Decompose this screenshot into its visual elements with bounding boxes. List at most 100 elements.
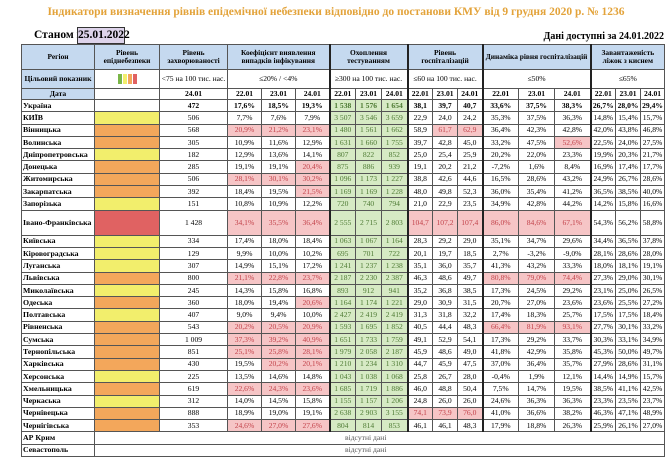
dyn-cell: 67,1%	[554, 209, 592, 236]
hosp-cell: 30,9	[432, 296, 459, 310]
det-cell: 20,2%	[261, 357, 296, 371]
hosp-cell: 38,8	[406, 172, 434, 187]
dyn-cell: 80,8%	[481, 271, 520, 285]
hosp-cell: 44,7	[406, 357, 434, 371]
dyn-cell: 36,6%	[518, 406, 556, 421]
det-cell: 10,0%	[261, 246, 296, 261]
beds-cell: 26,5%	[640, 283, 666, 298]
dyn-cell: -0,4%	[481, 369, 520, 384]
table-row: Дніпропетровська 182 12,9% 13,6% 14,1% 807 822…	[21, 148, 666, 162]
table-row: Херсонська 225 13,5% 14,6% 14,8% 1 043 1 038 1 …	[21, 369, 666, 384]
table-row: Закарпатська 392 18,4% 19,5% 21,5% 1 169 1 169…	[21, 185, 666, 199]
region-name: Івано-Франківська	[21, 209, 95, 236]
date-header: 22.01	[328, 88, 357, 100]
hosp-cell: 21,2	[457, 160, 484, 174]
hosp-cell: 28,3	[406, 234, 434, 248]
test-cell: 893	[328, 283, 357, 298]
epidemic-level-cell	[94, 369, 160, 384]
incidence-cell: 129	[159, 246, 228, 261]
dyn-cell: 29,6%	[554, 234, 592, 248]
test-cell: 1 155	[328, 394, 357, 408]
dyn-cell: 35,1%	[481, 234, 520, 248]
det-cell: 14,8%	[294, 369, 331, 384]
det-cell: 7,7%	[227, 111, 262, 125]
beds-cell: 15,7%	[640, 369, 666, 384]
region-name: Житомирська	[21, 172, 95, 187]
dyn-cell: 35,3%	[481, 111, 520, 125]
test-cell: 1 221	[381, 296, 409, 310]
beds-cell: 36,5%	[615, 234, 642, 248]
det-cell: 37,3%	[227, 333, 262, 347]
hosp-cell: 42,6	[432, 172, 459, 187]
beds-cell: 28,0%	[640, 246, 666, 261]
test-cell: 814	[355, 419, 383, 433]
hosp-cell: 48,3	[457, 419, 484, 433]
beds-cell: 45,3%	[589, 345, 617, 359]
dyn-cell: 42,3%	[518, 123, 556, 137]
test-cell: 2 387	[381, 271, 409, 285]
test-cell: 1 886	[381, 382, 409, 396]
hosp-cell: 45,9	[406, 345, 434, 359]
incidence-cell: 182	[159, 148, 228, 162]
dyn-cell: 41,0%	[481, 406, 520, 421]
test-cell: 1 685	[328, 382, 357, 396]
table-row-missing: АР Крим відсутні дані	[21, 431, 666, 445]
test-cell: 1 169	[355, 185, 383, 199]
test-cell: 2 419	[381, 308, 409, 322]
det-cell: 19,4%	[261, 296, 296, 310]
region-name: Чернігівська	[21, 419, 95, 433]
test-cell: 2 715	[355, 209, 383, 236]
beds-cell: 28,6%	[615, 246, 642, 261]
det-cell: 14,6%	[261, 369, 296, 384]
hosp-cell: 42,8	[432, 135, 459, 150]
det-cell: 10,9%	[227, 135, 262, 150]
hosp-cell: 58,9	[406, 123, 434, 137]
hosp-cell: 22,9	[432, 197, 459, 211]
hosp-cell: 25,8	[406, 369, 434, 384]
date-header: 24.01	[640, 88, 666, 100]
hosp-cell: 40,7	[457, 98, 484, 113]
test-cell: 1 063	[328, 234, 357, 248]
header-hosp: Рівень госпіталізацій	[406, 44, 484, 70]
hosp-cell: 104,7	[406, 209, 434, 236]
det-cell: 14,9%	[227, 259, 262, 273]
beds-cell: 27,7%	[589, 320, 617, 335]
epidemic-level-cell	[94, 283, 160, 298]
incidence-cell: 407	[159, 308, 228, 322]
epidemic-level-cell	[94, 382, 160, 396]
dyn-cell: 36,4%	[481, 123, 520, 137]
beds-cell: 30,3%	[589, 333, 617, 347]
beds-cell: 25,0%	[615, 283, 642, 298]
dyn-cell: 35,4%	[518, 185, 556, 199]
beds-cell: 24,0%	[615, 135, 642, 150]
incidence-cell: 568	[159, 123, 228, 137]
incidence-cell: 151	[159, 197, 228, 211]
hosp-cell: 46,1	[406, 419, 434, 433]
det-cell: 20,6%	[294, 296, 331, 310]
hosp-cell: 25,4	[432, 148, 459, 162]
test-cell: 3 155	[381, 406, 409, 421]
beds-cell: 29,4%	[640, 98, 666, 113]
dyn-cell: 1,9%	[518, 369, 556, 384]
det-cell: 40,9%	[294, 333, 331, 347]
beds-cell: 25,5%	[615, 296, 642, 310]
beds-cell: 27,0%	[640, 419, 666, 433]
beds-cell: 33,1%	[615, 333, 642, 347]
table-row: Харківська 430 19,5% 20,2% 20,1% 1 210 1 234 1 …	[21, 357, 666, 371]
test-cell: 2 427	[328, 308, 357, 322]
dyn-cell: 36,4%	[518, 357, 556, 371]
test-cell: 1 662	[381, 123, 409, 137]
dyn-cell: 35,8%	[554, 345, 592, 359]
table-row: Львівська 800 21,1% 22,8% 23,7% 2 187 2 230 2 3…	[21, 271, 666, 285]
test-cell: 2 555	[328, 209, 357, 236]
test-cell: 794	[381, 197, 409, 211]
as-of-date: 25.01.2022	[77, 27, 130, 44]
dyn-cell: 86,0%	[481, 209, 520, 236]
det-cell: 15,8%	[294, 394, 331, 408]
epidemic-level-cell	[94, 185, 160, 199]
det-cell: 10,8%	[227, 197, 262, 211]
beds-cell: 26,1%	[615, 419, 642, 433]
incidence-cell: 334	[159, 234, 228, 248]
det-cell: 11,6%	[261, 135, 296, 150]
hosp-cell: 28,0	[457, 369, 484, 384]
